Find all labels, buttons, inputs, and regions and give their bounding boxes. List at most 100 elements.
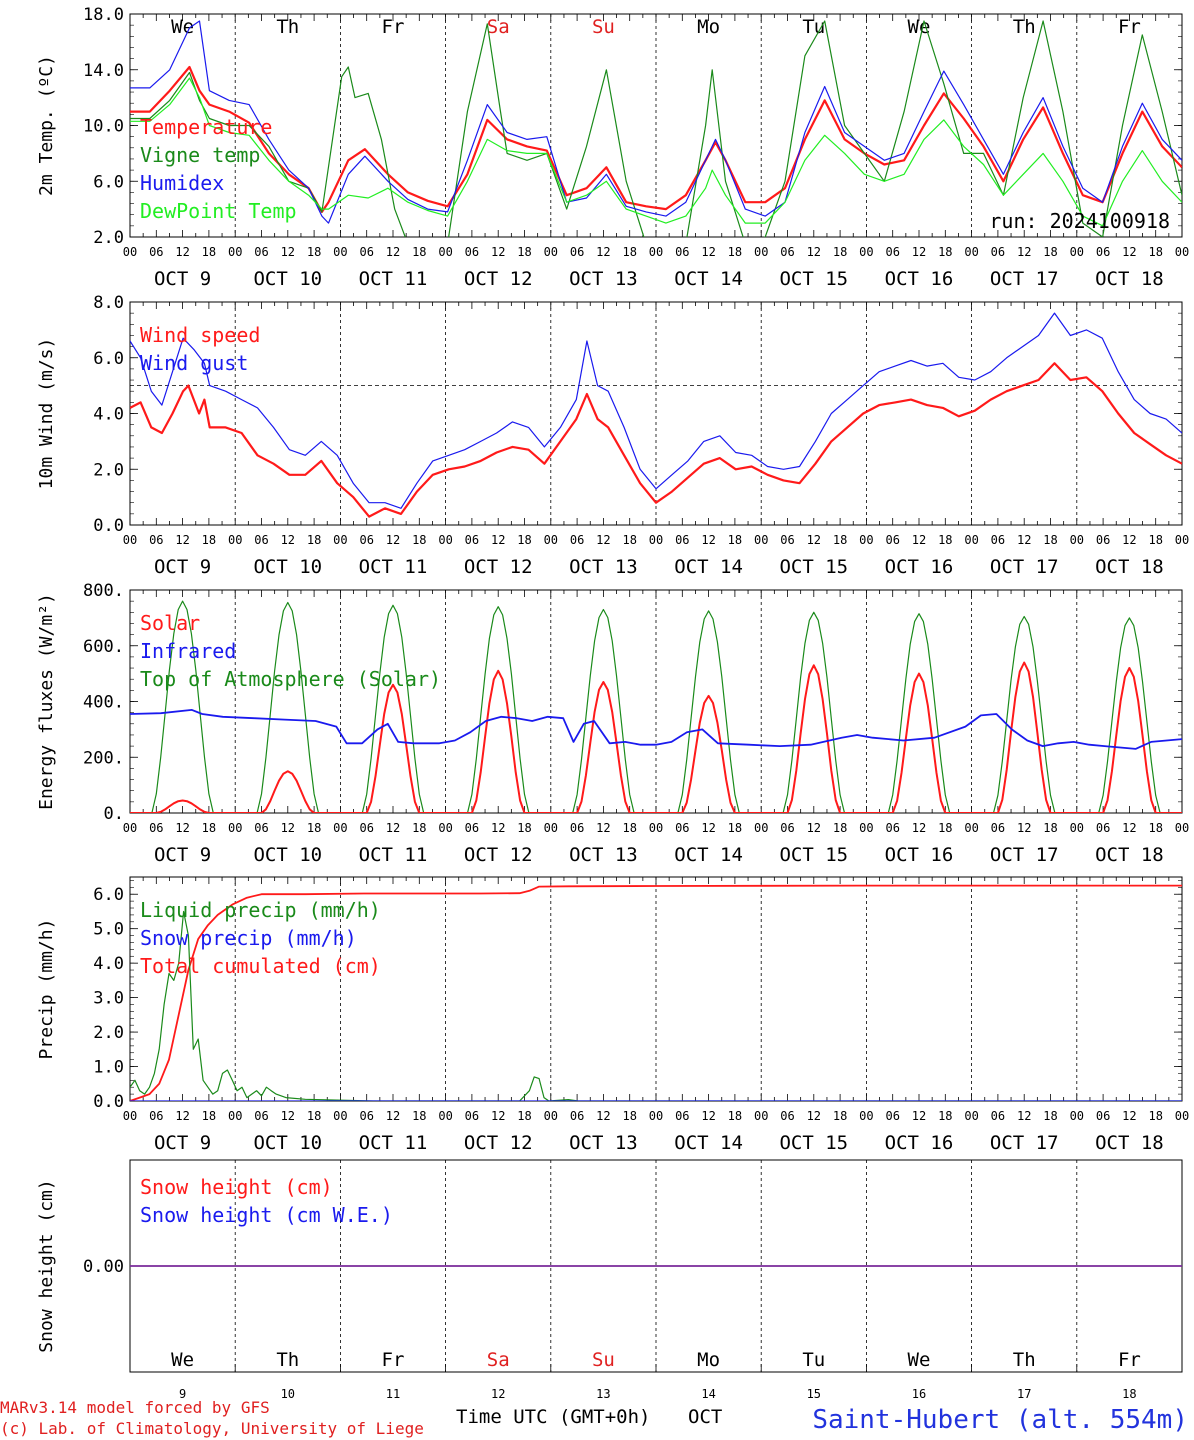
y-tick-label: 400. [83, 693, 124, 713]
hour-label: 12 [701, 821, 715, 835]
hour-label: 00 [123, 245, 137, 259]
hour-label: 00 [1070, 1109, 1084, 1123]
series-line-0 [130, 884, 1182, 1101]
hour-label: 12 [386, 1109, 400, 1123]
day-of-week-label: Th [1013, 1349, 1036, 1371]
date-label: OCT 9 [154, 844, 211, 866]
y-tick-label: 8.0 [93, 293, 124, 313]
legend-entry: Temperature [140, 115, 272, 139]
hour-label: 12 [912, 1109, 926, 1123]
y-axis-label: 2m Temp. (ºC) [36, 55, 57, 196]
hour-label: 00 [228, 821, 242, 835]
hour-label: 00 [228, 245, 242, 259]
day-of-week-label: Fr [1118, 16, 1141, 38]
hour-label: 18 [728, 1109, 742, 1123]
plot-area [130, 884, 1182, 1101]
hour-label: 06 [149, 245, 163, 259]
date-label: OCT 17 [990, 844, 1059, 866]
hour-label: 18 [622, 245, 636, 259]
hour-label: 00 [754, 821, 768, 835]
hour-label: 18 [517, 821, 531, 835]
date-label: OCT 13 [569, 1132, 638, 1154]
hour-label: 12 [491, 1109, 505, 1123]
date-label: OCT 10 [253, 1132, 322, 1154]
hour-label: 18 [1043, 821, 1057, 835]
hour-label: 00 [649, 533, 663, 547]
y-tick-label: 600. [83, 637, 124, 657]
toa-solar-line [130, 600, 1182, 813]
hour-label: 06 [1096, 1109, 1110, 1123]
date-label: OCT 18 [1095, 556, 1164, 578]
hour-label: 12 [807, 245, 821, 259]
hour-label: 06 [570, 533, 584, 547]
hour-label: 00 [333, 821, 347, 835]
date-label: OCT 13 [569, 268, 638, 290]
hour-label: 18 [202, 245, 216, 259]
hour-label: 12 [281, 821, 295, 835]
day-of-week-label: We [171, 16, 194, 38]
hour-label: 06 [149, 1109, 163, 1123]
hour-label: 12 [912, 245, 926, 259]
y-tick-label: 0.00 [83, 1257, 124, 1277]
hour-label: 06 [465, 1109, 479, 1123]
infrared-line [130, 709, 1182, 750]
hour-label: 12 [1017, 245, 1031, 259]
legend-entry: Top of Atmosphere (Solar) [140, 667, 441, 691]
day-of-week-label: Fr [382, 1349, 405, 1371]
legend-entry: Infrared [140, 639, 236, 663]
hour-label: 18 [1043, 245, 1057, 259]
y-tick-label: 3.0 [93, 989, 124, 1009]
hour-label: 06 [885, 533, 899, 547]
y-tick-label: 6.0 [93, 172, 124, 192]
hour-label: 00 [438, 821, 452, 835]
legend-entry: Snow precip (mm/h) [140, 926, 357, 950]
hour-label: 12 [175, 1109, 189, 1123]
legend-entry: Wind gust [140, 351, 248, 375]
y-tick-label: 6.0 [93, 349, 124, 369]
hour-label: 18 [307, 821, 321, 835]
day-of-week-label: Sa [487, 16, 510, 38]
hour-label: 06 [1096, 245, 1110, 259]
hour-label: 00 [333, 245, 347, 259]
y-tick-label: 14.0 [83, 61, 124, 81]
legend-entry: Wind speed [140, 323, 260, 347]
date-label: OCT 14 [674, 556, 743, 578]
panel-frame [129, 301, 1183, 526]
panel-wind: 00 06 12 18 00 06 12 18 00 06 12 18 00 06 12 18 00 06 12 18… [36, 293, 1189, 578]
plot-area [130, 20, 1182, 237]
hour-label: 06 [991, 533, 1005, 547]
hour-label: 12 [807, 821, 821, 835]
date-label: OCT 16 [885, 844, 954, 866]
hour-label: 00 [964, 533, 978, 547]
hour-label: 18 [938, 821, 952, 835]
y-tick-label: 5.0 [93, 920, 124, 940]
day-of-week-label: Th [276, 1349, 299, 1371]
hour-label: 12 [175, 245, 189, 259]
hour-label: 18 [202, 821, 216, 835]
day-number-label: 14 [701, 1387, 715, 1401]
hour-label: 12 [1122, 533, 1136, 547]
y-axis-label: Energy fluxes (W/m²) [36, 593, 57, 810]
hour-label: 00 [123, 1109, 137, 1123]
date-label: OCT 12 [464, 556, 533, 578]
hour-label: 18 [412, 1109, 426, 1123]
day-of-week-label: We [908, 16, 931, 38]
x-axis-label: Time UTC (GMT+0h) [456, 1406, 650, 1428]
hour-label: 06 [570, 821, 584, 835]
y-tick-label: 2.0 [93, 460, 124, 480]
hour-label: 06 [1096, 821, 1110, 835]
legend-entry: Snow height (cm) [140, 1175, 333, 1199]
legend-entry: Vigne temp [140, 143, 260, 167]
day-of-week-label: We [908, 1349, 931, 1371]
hour-label: 12 [701, 533, 715, 547]
date-label: OCT 16 [885, 268, 954, 290]
hour-label: 12 [807, 1109, 821, 1123]
hour-label: 00 [438, 533, 452, 547]
hour-label: 06 [780, 1109, 794, 1123]
hour-label: 06 [885, 245, 899, 259]
hour-label: 00 [1070, 821, 1084, 835]
hour-label: 18 [1148, 245, 1162, 259]
hour-label: 00 [544, 821, 558, 835]
series-line-0 [130, 65, 1182, 213]
hour-label: 12 [596, 533, 610, 547]
